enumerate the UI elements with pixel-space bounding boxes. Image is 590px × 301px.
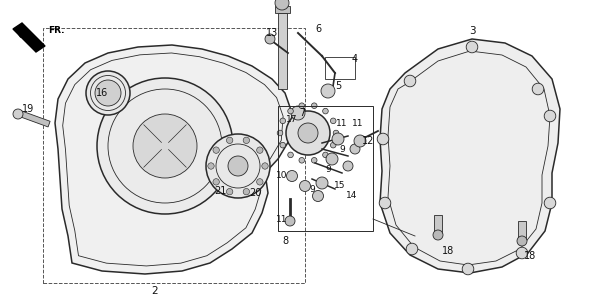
Text: 20: 20 (249, 188, 261, 198)
Bar (278, 13, 287, 89)
Circle shape (532, 83, 544, 95)
Circle shape (312, 157, 317, 163)
Circle shape (206, 134, 270, 198)
Circle shape (312, 103, 317, 108)
Text: 18: 18 (524, 251, 536, 261)
Circle shape (286, 111, 330, 155)
Text: 2: 2 (152, 286, 158, 296)
Text: 3: 3 (468, 26, 476, 36)
Circle shape (228, 156, 248, 176)
Text: 9: 9 (325, 165, 331, 173)
Circle shape (243, 137, 250, 144)
Circle shape (277, 130, 283, 136)
Bar (518, 221, 526, 239)
Circle shape (321, 84, 335, 98)
Circle shape (280, 118, 286, 124)
Circle shape (354, 135, 366, 147)
Text: 11: 11 (276, 215, 288, 224)
Bar (278, 106, 373, 231)
Text: 6: 6 (315, 24, 321, 34)
Bar (434, 215, 442, 233)
Text: 11: 11 (352, 119, 364, 128)
Circle shape (323, 108, 328, 114)
Text: FR.: FR. (48, 26, 64, 35)
Polygon shape (55, 45, 292, 274)
Circle shape (300, 181, 310, 191)
Circle shape (95, 80, 121, 106)
Circle shape (262, 163, 268, 169)
Circle shape (213, 179, 219, 185)
Circle shape (350, 144, 360, 154)
Circle shape (288, 108, 293, 114)
Circle shape (517, 236, 527, 246)
Circle shape (377, 133, 389, 145)
Circle shape (330, 118, 336, 124)
Circle shape (213, 147, 219, 153)
Text: 21: 21 (214, 186, 226, 196)
Bar (18, 110, 50, 127)
Circle shape (316, 177, 328, 189)
Circle shape (462, 263, 474, 275)
Polygon shape (13, 23, 45, 52)
Circle shape (299, 103, 304, 108)
Circle shape (313, 191, 323, 201)
Circle shape (343, 161, 353, 171)
Circle shape (404, 75, 416, 87)
Bar (275, 6, 290, 13)
Text: 18: 18 (442, 246, 454, 256)
Circle shape (433, 230, 443, 240)
Text: 7: 7 (299, 108, 305, 118)
Circle shape (544, 110, 556, 122)
Text: 12: 12 (362, 136, 374, 146)
Text: 10: 10 (276, 172, 288, 181)
Circle shape (257, 179, 263, 185)
Text: 19: 19 (22, 104, 34, 114)
Circle shape (265, 34, 275, 44)
Circle shape (280, 142, 286, 148)
Circle shape (227, 188, 233, 195)
Text: 16: 16 (96, 88, 108, 98)
Circle shape (330, 142, 336, 148)
Polygon shape (380, 39, 560, 273)
Circle shape (326, 153, 338, 165)
Circle shape (97, 78, 233, 214)
Circle shape (298, 123, 318, 143)
Text: 9: 9 (339, 144, 345, 154)
Bar (325, 57, 355, 79)
Circle shape (86, 71, 130, 115)
Text: 9: 9 (309, 185, 315, 194)
Circle shape (332, 133, 344, 145)
Circle shape (516, 247, 528, 259)
Text: 11: 11 (336, 119, 348, 128)
Text: 17: 17 (286, 114, 298, 123)
Circle shape (299, 157, 304, 163)
Circle shape (285, 216, 295, 226)
Circle shape (287, 170, 297, 182)
Circle shape (243, 188, 250, 195)
Text: 14: 14 (346, 191, 358, 200)
Text: 5: 5 (335, 81, 341, 91)
Text: 4: 4 (352, 54, 358, 64)
Circle shape (406, 243, 418, 255)
Circle shape (333, 130, 339, 136)
Text: 13: 13 (266, 28, 278, 38)
Circle shape (208, 163, 214, 169)
Circle shape (275, 0, 289, 10)
Circle shape (13, 109, 23, 119)
Circle shape (544, 197, 556, 209)
Text: 15: 15 (335, 182, 346, 191)
Circle shape (379, 197, 391, 209)
Circle shape (227, 137, 233, 144)
Circle shape (323, 152, 328, 158)
Circle shape (466, 41, 478, 53)
Circle shape (133, 114, 197, 178)
Text: 8: 8 (282, 236, 288, 246)
Bar (43, 28, 305, 283)
Circle shape (291, 106, 305, 120)
Circle shape (257, 147, 263, 153)
Circle shape (288, 152, 293, 158)
